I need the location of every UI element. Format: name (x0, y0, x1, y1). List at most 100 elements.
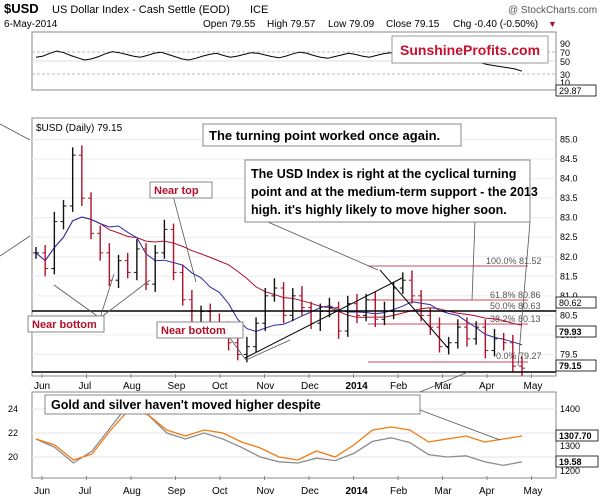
x-tick-label: Sep (168, 486, 186, 497)
fib-label-100: 100.0% 81.52 (486, 256, 542, 266)
x-tick-label: Mar (435, 486, 453, 497)
price-bar (372, 291, 379, 328)
logo: SunshineProfits.com (400, 42, 540, 58)
pointer-gold-silver (419, 371, 469, 393)
price-tick-label: 82.5 (560, 232, 578, 242)
symbol: $USD (4, 1, 39, 16)
price-bar (124, 252, 131, 279)
price-tick-label: 85.0 (560, 135, 578, 145)
gold-line (35, 408, 523, 461)
price-bar (262, 288, 269, 332)
gs-left-20: 20 (8, 452, 18, 462)
price-bar (243, 336, 250, 363)
price-bar (253, 317, 260, 353)
price-bar (115, 254, 122, 289)
price-badge-box-2 (555, 325, 597, 338)
price-bar (289, 288, 296, 322)
x-tick-label: Mar (435, 381, 453, 392)
pointer-near-bottom-1b (99, 273, 115, 319)
note-near-bottom-1: Near bottom (32, 319, 97, 331)
gs-left-24: 24 (8, 404, 18, 414)
gs-right-1400: 1400 (560, 404, 580, 414)
x-tick-label: Oct (212, 381, 228, 392)
price-bar (51, 211, 58, 275)
price-bar (234, 334, 241, 361)
price-bar (344, 295, 351, 337)
gs-right-1200: 1200 (560, 466, 580, 476)
price-legend: $USD (Daily) 79.15 (36, 123, 123, 134)
price-bars (33, 145, 525, 376)
rsi-label-30: 30 (560, 70, 570, 80)
rsi-label-50: 50 (560, 57, 570, 67)
x-tick-label: Aug (123, 486, 141, 497)
price-tick-label: 82.0 (560, 252, 578, 262)
x-tick-label: Dec (301, 486, 319, 497)
x-tick-label: Apr (479, 486, 495, 497)
rsi-label-70: 70 (560, 48, 570, 58)
note-gold-silver-box (44, 394, 421, 415)
price-bar (170, 223, 177, 281)
note-usd-line-1: The USD Index is right at the cyclical t… (251, 167, 516, 181)
price-bar (399, 272, 406, 294)
fib-label-382: 38.2% 80.13 (490, 314, 541, 324)
price-bar (482, 319, 489, 359)
note-near-bottom-2: Near bottom (161, 325, 226, 337)
note-near-bottom-2-box (156, 321, 244, 339)
price-bar (69, 147, 76, 212)
price-bar (491, 329, 498, 357)
note-near-top-box (149, 181, 213, 199)
silver-badge: 19.58 (559, 457, 582, 467)
fib-label-618: 61.8% 80.86 (490, 290, 541, 300)
open: Open 79.55 (203, 19, 256, 30)
price-bar (42, 245, 49, 277)
moving-average-long (35, 216, 523, 326)
price-tick-label: 80.5 (560, 310, 578, 320)
price-tick-label: 83.5 (560, 193, 578, 203)
gs-left-22: 22 (8, 428, 18, 438)
rsi-label-10: 10 (560, 78, 570, 88)
silver-badge-box (555, 455, 599, 468)
trendline-rising (244, 277, 403, 359)
price-bar (473, 321, 480, 345)
price-tick-label: 84.0 (560, 174, 578, 184)
price-badge-box-1 (555, 296, 597, 309)
note-near-bottom-1-box (27, 315, 105, 333)
x-tick-label: May (524, 486, 543, 497)
price-bar (427, 307, 434, 335)
x-tick-label: Jun (34, 486, 50, 497)
price-bar (280, 282, 287, 324)
gs-right-1300: 1300 (560, 441, 580, 451)
x-tick-label: Apr (479, 381, 495, 392)
note-gold-silver: Gold and silver haven't moved higher des… (51, 398, 321, 412)
price-badge-3: 79.15 (559, 361, 582, 371)
pointer-left-top (0, 123, 31, 141)
price-bar (78, 145, 85, 206)
note-usd-line-2: point and at the medium-term support - t… (251, 185, 538, 199)
price-panel (31, 117, 557, 377)
price-tick-label: 81.0 (560, 291, 578, 301)
price-bar (161, 219, 168, 259)
x-tick-label: 2014 (346, 486, 369, 497)
price-bar (418, 289, 425, 322)
rsi-label-90: 90 (560, 39, 570, 49)
rsi-badge-box (555, 84, 597, 97)
low: Low 79.09 (328, 19, 375, 30)
note-usd-line-3: high. it's highly likely to move higher … (251, 203, 507, 217)
x-tick-label: Jun (34, 381, 50, 392)
x-tick-label: Sep (168, 381, 186, 392)
gold-badge-box (555, 429, 599, 442)
price-badge-2: 79.93 (559, 327, 582, 337)
pointer-to-close (517, 221, 531, 367)
price-bar (143, 243, 150, 290)
high: High 79.57 (267, 19, 316, 30)
price-bar (509, 334, 516, 373)
note-turning: The turning point worked once again. (209, 128, 440, 143)
x-tick-label: Feb (390, 486, 408, 497)
gold-badge: 1307.70 (559, 431, 592, 441)
fib-label-50: 50.0% 80.63 (490, 301, 541, 311)
pointer-near-bottom-1a (53, 284, 101, 319)
pointer-near-bottom-1c (99, 279, 151, 319)
x-tick-label: May (524, 381, 543, 392)
price-bar (60, 200, 67, 230)
